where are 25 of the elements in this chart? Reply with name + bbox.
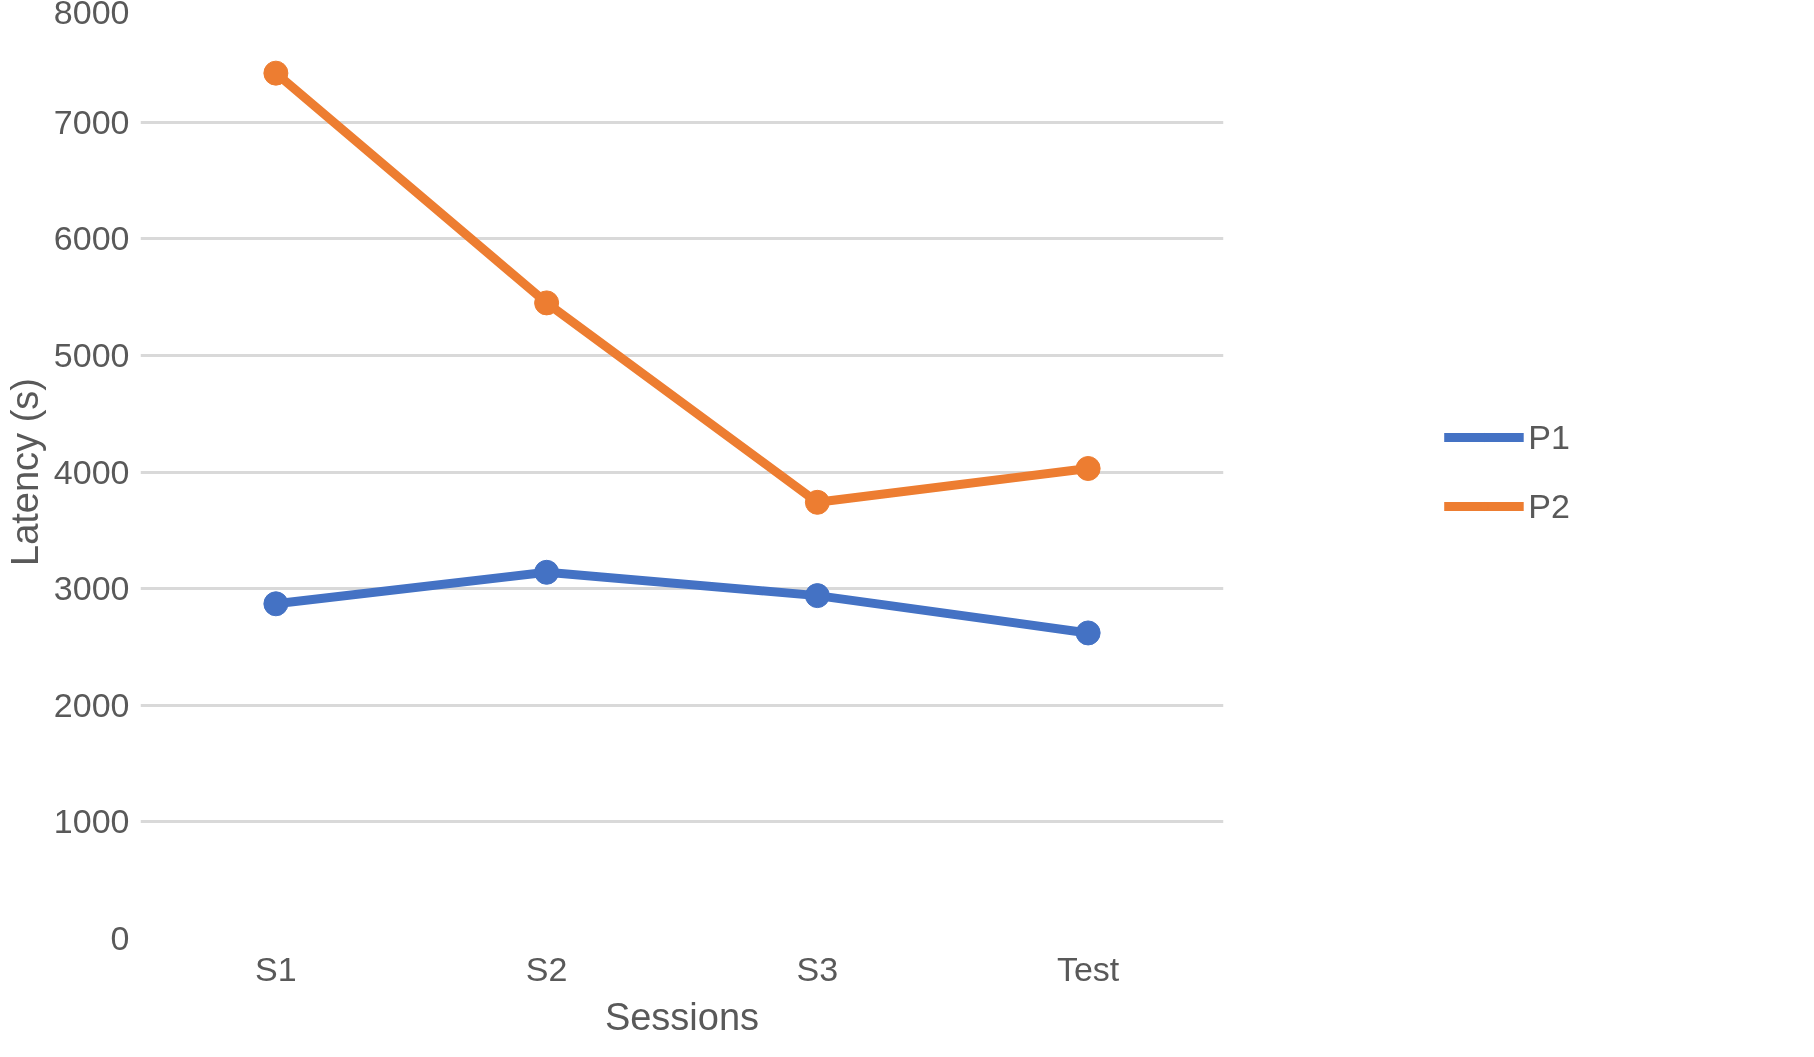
y-tick-label: 0	[110, 919, 130, 957]
point	[1075, 620, 1101, 646]
y-tick-label: 4000	[53, 452, 130, 491]
x-tick-label: S2	[525, 949, 568, 988]
x-tick-label: S3	[796, 949, 839, 988]
legend-label: P1	[1528, 417, 1570, 457]
y-axis-title: Latency (s)	[3, 378, 46, 566]
point	[263, 591, 289, 617]
y-tick-label: 1000	[53, 802, 130, 841]
y-tick-label: 6000	[53, 219, 130, 258]
y-tick-label: 3000	[53, 569, 130, 608]
point	[534, 290, 560, 316]
x-tick-label: Test	[1056, 949, 1120, 988]
point	[263, 60, 289, 86]
y-tick-label: 7000	[53, 102, 130, 141]
x-axis-title: Sessions	[604, 995, 760, 1038]
point	[534, 559, 560, 585]
point	[1075, 456, 1101, 481]
y-tick-label: 8000	[53, 0, 130, 31]
y-tick-label: 2000	[53, 685, 130, 724]
point	[804, 489, 830, 515]
y-tick-label: 5000	[53, 335, 130, 374]
legend-label: P2	[1528, 486, 1570, 526]
x-tick-label: S1	[255, 949, 297, 988]
point	[804, 583, 830, 609]
